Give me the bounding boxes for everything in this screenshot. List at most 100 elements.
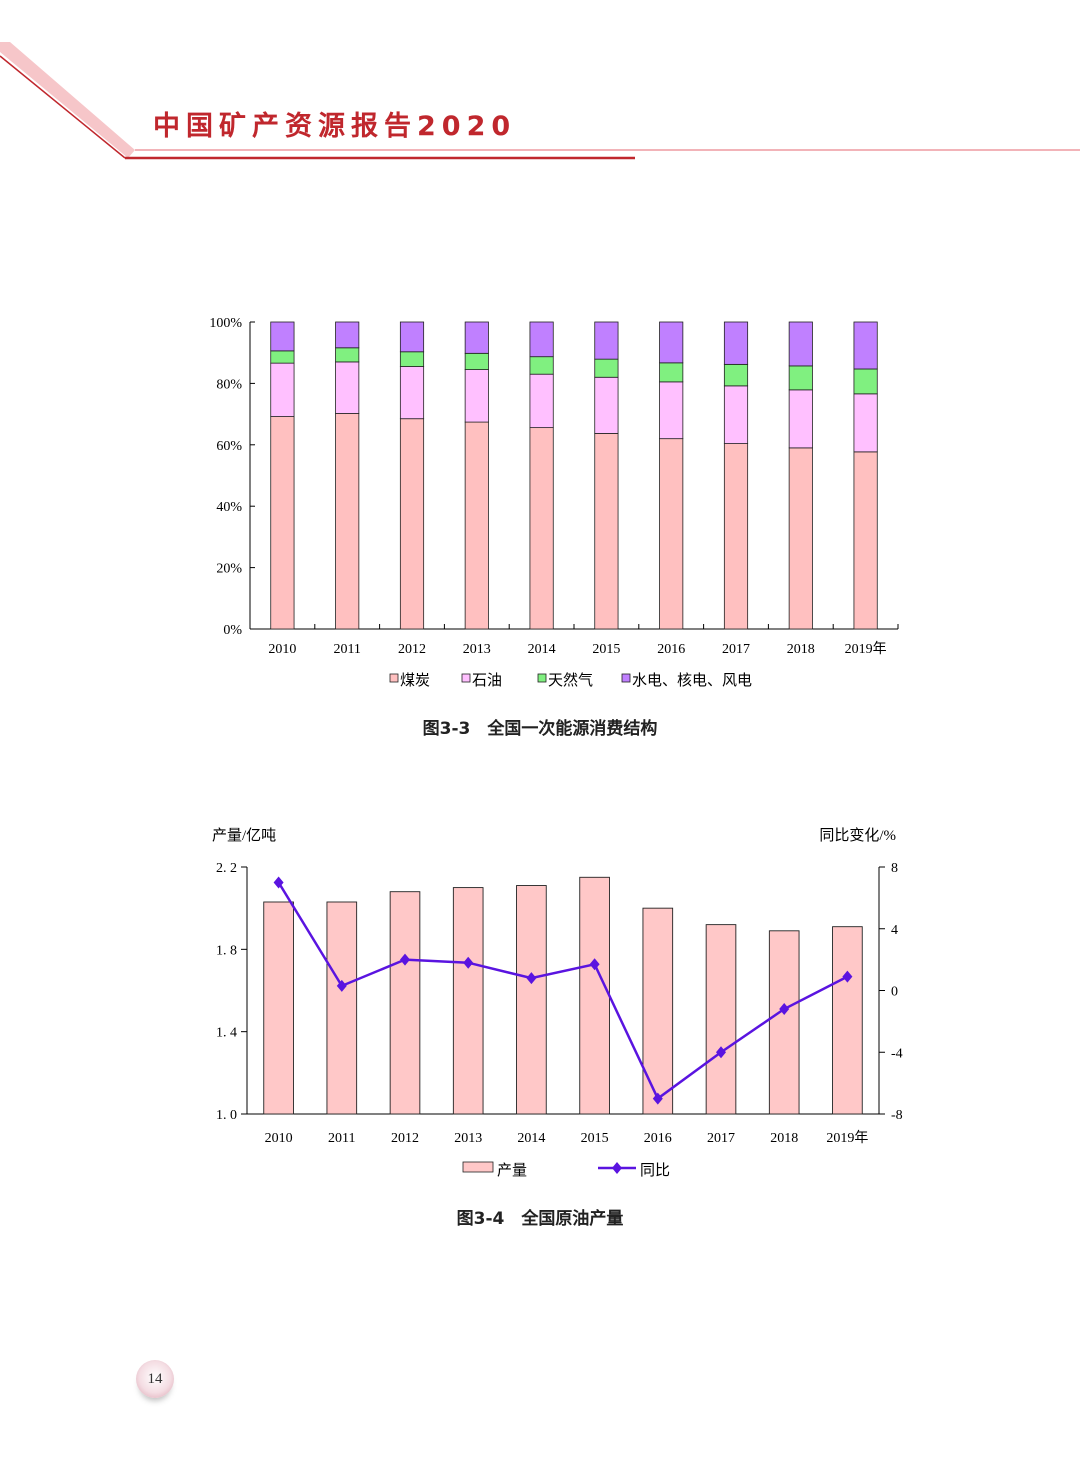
bar-segment	[659, 362, 684, 383]
bar-segment	[464, 369, 489, 423]
x-tick-label: 2013	[463, 642, 491, 657]
bar-segment	[788, 447, 813, 630]
y-tick-label: 60%	[216, 439, 242, 454]
x-tick-label: 2014	[517, 1131, 545, 1146]
right-axis-title: 同比变化/%	[819, 827, 896, 844]
left-y-tick-label: 1. 4	[216, 1026, 237, 1041]
x-tick-label: 2016	[644, 1131, 672, 1146]
x-tick-label: 2011	[328, 1131, 355, 1146]
legend-label: 煤炭	[400, 672, 430, 689]
x-tick-label: 2018	[787, 642, 815, 657]
output-bar	[452, 887, 484, 1115]
output-bar	[832, 926, 863, 1115]
bar-segment	[594, 321, 619, 360]
energy-structure-svg: 0% 20% 40% 60% 80% 100% 2010 2011 2012 2013 2014 20…	[209, 316, 899, 689]
yoy-point	[779, 1003, 790, 1016]
bar-segment	[853, 368, 878, 395]
yoy-point	[336, 979, 347, 992]
bar-segment	[723, 321, 749, 365]
bar-segment	[788, 365, 813, 391]
legend-label: 石油	[472, 672, 502, 689]
left-axis-title: 产量/亿吨	[212, 827, 276, 844]
bar-segment	[594, 433, 619, 630]
x-tick-label: 2017	[722, 642, 750, 657]
bar-segment	[399, 351, 425, 367]
bar-segment	[399, 418, 425, 630]
right-y-tick-label: 0	[891, 985, 898, 1000]
x-tick-label: 2015	[592, 642, 620, 657]
x-tick-label: 2010	[268, 642, 296, 657]
bar-segment	[335, 321, 360, 349]
report-title: 中国矿产资源报告2020	[153, 111, 517, 142]
bar-segment	[464, 421, 489, 630]
x-tick-label: 2012	[391, 1131, 419, 1146]
figure-3-3-caption: 图3-3 全国一次能源消费结构	[422, 719, 658, 739]
bar-segment	[659, 321, 684, 364]
bar-segment	[270, 362, 295, 417]
bar-segment	[529, 373, 554, 429]
bar-segment	[464, 321, 489, 354]
output-bar	[326, 901, 358, 1115]
output-bar	[579, 876, 610, 1115]
bar-segment	[529, 427, 554, 630]
right-y-tick-label: 8	[891, 861, 898, 876]
header-swoosh	[0, 42, 135, 158]
bar-segment	[529, 321, 554, 358]
bar-segment	[659, 438, 684, 630]
output-bar	[389, 891, 421, 1115]
y-tick-label: 100%	[209, 316, 242, 331]
legend-swatch	[389, 673, 399, 683]
legend-swatch	[537, 673, 547, 683]
bar-segment	[788, 321, 813, 367]
x-tick-label: 2019年	[845, 641, 887, 657]
energy-structure-chart: 0% 20% 40% 60% 80% 100% 2010 2011 2012 2013 2014 20…	[0, 300, 1080, 700]
legend-label: 天然气	[548, 672, 593, 689]
x-tick-label: 2017	[707, 1131, 735, 1146]
right-y-tick-label: -8	[891, 1108, 903, 1123]
bar-segment	[270, 416, 295, 630]
legend-swatch	[621, 673, 631, 683]
legend-label-output: 产量	[497, 1162, 527, 1179]
bar-segment	[723, 363, 749, 387]
left-y-tick-label: 2. 2	[216, 861, 237, 876]
bar-segment	[853, 321, 878, 370]
figure-3-4-caption: 图3-4 全国原油产量	[456, 1209, 624, 1229]
right-y-tick-label: 4	[891, 923, 898, 938]
output-bar	[642, 907, 674, 1115]
bar-segment	[270, 321, 295, 352]
bar-segment	[335, 413, 360, 630]
x-tick-label: 2010	[265, 1131, 293, 1146]
bar-segment	[270, 350, 295, 364]
header-decoration	[0, 42, 1080, 160]
bar-segment	[529, 356, 554, 375]
x-tick-label: 2012	[398, 642, 426, 657]
legend-swatch-output	[462, 1161, 494, 1173]
x-tick-label: 2016	[657, 642, 685, 657]
bar-segment	[464, 352, 489, 370]
right-y-tick-label: -4	[891, 1046, 903, 1061]
x-tick-label: 2018	[770, 1131, 798, 1146]
x-tick-label: 2015	[581, 1131, 609, 1146]
output-bar	[516, 885, 547, 1115]
y-tick-label: 80%	[216, 377, 242, 392]
yoy-point	[400, 953, 410, 966]
header-diagonal-line	[0, 55, 126, 159]
bar-segment	[399, 321, 425, 353]
output-bar	[263, 901, 294, 1115]
y-tick-label: 20%	[216, 562, 242, 577]
yoy-point	[652, 1092, 663, 1105]
bar-segment	[853, 393, 878, 453]
bar-segment	[659, 381, 684, 440]
bar-segment	[335, 347, 360, 363]
yoy-point	[463, 956, 474, 969]
x-tick-label: 2019年	[826, 1130, 868, 1146]
output-bar	[705, 924, 737, 1115]
bar-segment	[594, 358, 619, 378]
yoy-point	[716, 1046, 726, 1059]
legend-label-yoy: 同比	[640, 1162, 670, 1179]
yoy-line	[277, 881, 848, 1101]
left-y-tick-label: 1. 0	[216, 1108, 237, 1123]
yoy-point	[842, 970, 853, 983]
x-tick-label: 2011	[333, 642, 360, 657]
legend-swatch	[461, 673, 471, 683]
